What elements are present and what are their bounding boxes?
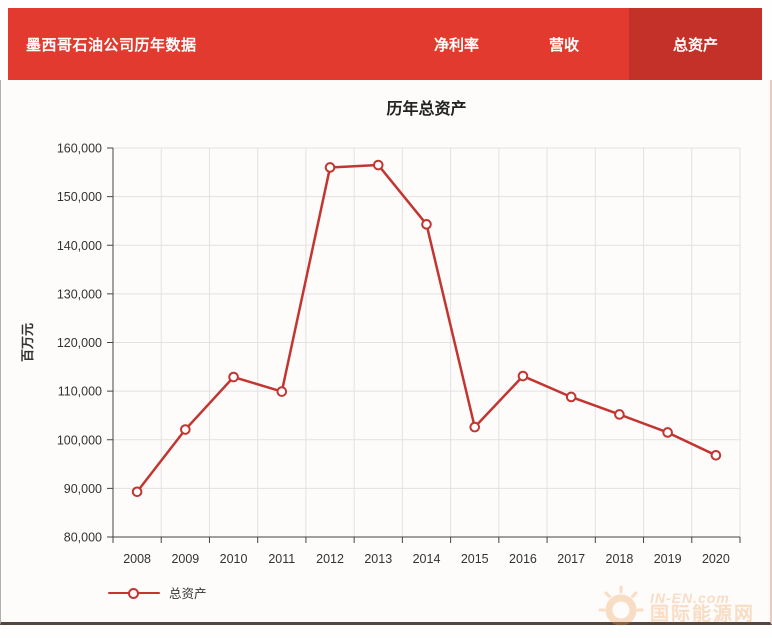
tab-total-assets[interactable]: 总资产: [628, 8, 762, 80]
svg-text:160,000: 160,000: [57, 142, 102, 156]
tab-net-profit-margin[interactable]: 净利率: [433, 36, 479, 54]
svg-text:百万元: 百万元: [20, 323, 35, 362]
header-title: 墨西哥石油公司历年数据: [26, 36, 197, 54]
svg-text:2018: 2018: [606, 552, 634, 566]
svg-text:2017: 2017: [557, 552, 585, 566]
svg-text:110,000: 110,000: [58, 385, 102, 399]
svg-text:2020: 2020: [702, 552, 730, 566]
legend-item-total-assets[interactable]: 总资产: [108, 583, 207, 602]
tab-revenue[interactable]: 营收: [548, 36, 579, 54]
svg-text:80,000: 80,000: [64, 531, 102, 545]
svg-text:100,000: 100,000: [57, 433, 102, 447]
header-tabs: 净利率 营收 总资产: [404, 8, 762, 80]
svg-text:2014: 2014: [413, 552, 441, 566]
svg-text:2011: 2011: [268, 552, 295, 566]
legend-label: 总资产: [169, 587, 207, 601]
legend-line-marker-icon: [108, 586, 160, 600]
total-assets-line-chart: 80,000 90,000 100,000 110,000 120,000 130,000…: [20, 142, 741, 566]
svg-text:2015: 2015: [461, 552, 489, 566]
svg-text:2012: 2012: [316, 552, 344, 566]
svg-text:140,000: 140,000: [57, 239, 102, 253]
svg-text:2009: 2009: [171, 552, 199, 566]
svg-text:90,000: 90,000: [64, 482, 102, 496]
svg-text:2013: 2013: [364, 552, 392, 566]
svg-text:2016: 2016: [509, 552, 537, 566]
svg-text:2010: 2010: [220, 552, 248, 566]
svg-text:2008: 2008: [123, 552, 151, 566]
svg-text:150,000: 150,000: [57, 190, 102, 204]
svg-text:130,000: 130,000: [57, 287, 102, 301]
header-bar: 墨西哥石油公司历年数据 净利率 营收 总资产: [8, 8, 762, 80]
svg-text:120,000: 120,000: [57, 336, 102, 350]
svg-text:2019: 2019: [654, 552, 682, 566]
chart-title: 历年总资产: [386, 101, 467, 118]
